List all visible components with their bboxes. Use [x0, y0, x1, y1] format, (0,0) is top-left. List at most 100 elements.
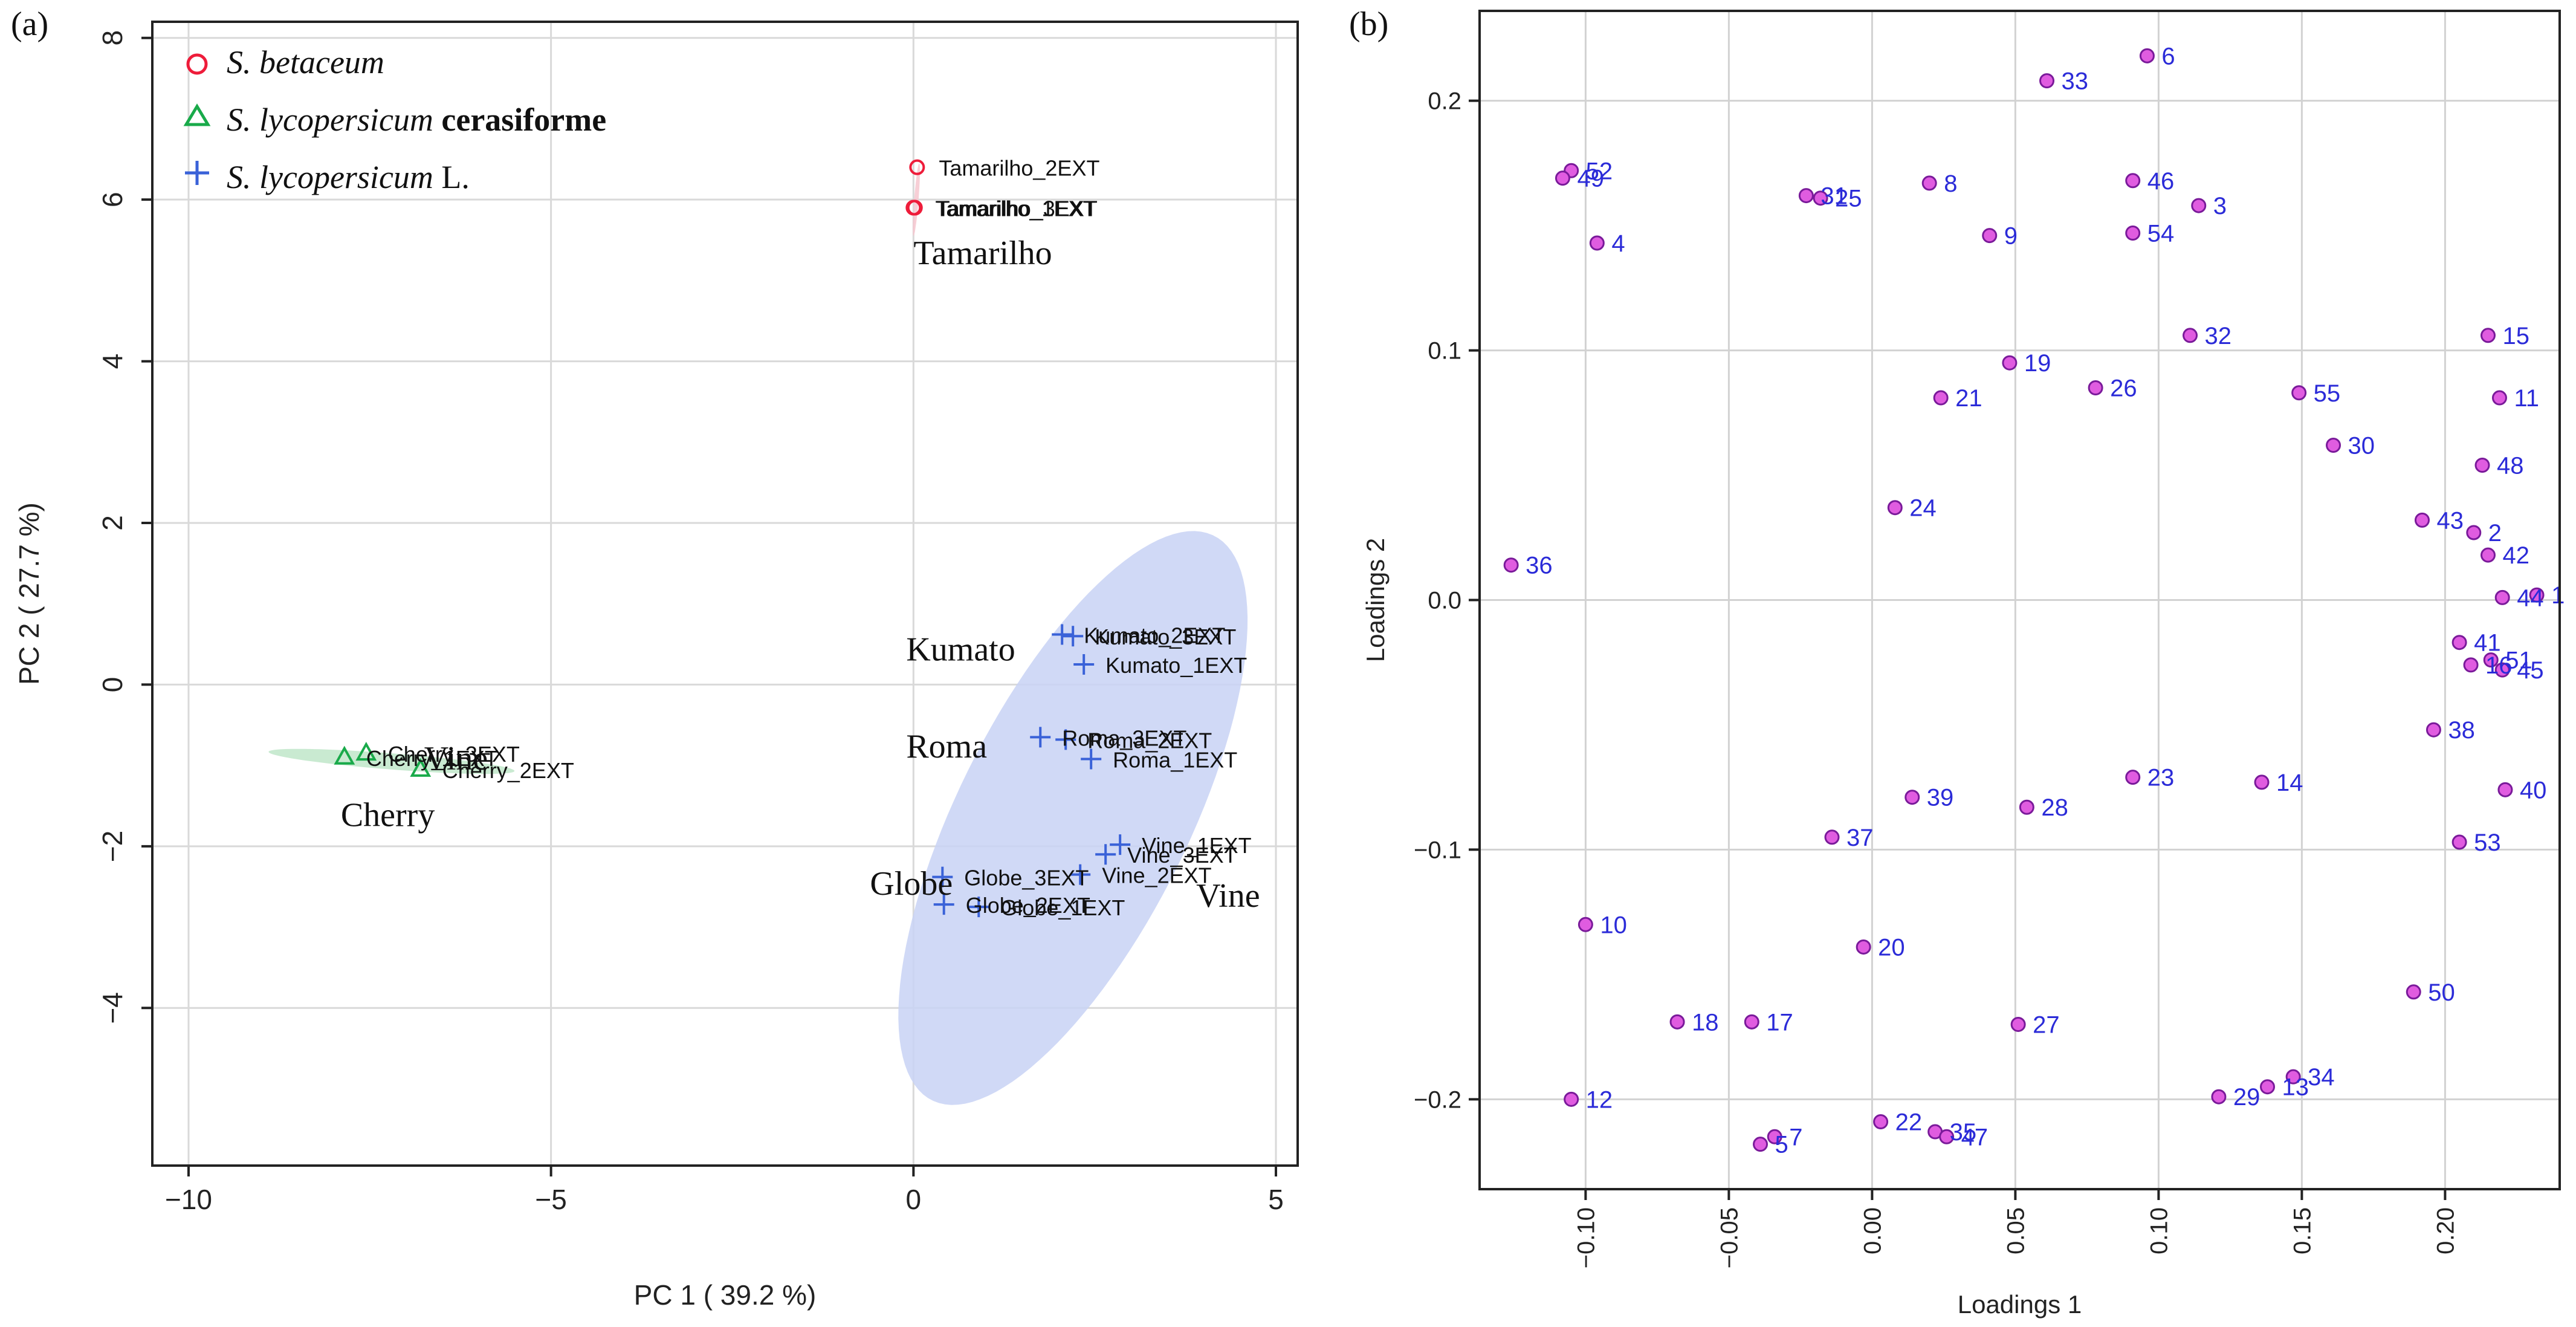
score-point-Globe_1EXT: [968, 897, 989, 918]
loading-point-8: [1921, 175, 1937, 191]
y-tick-label: −0.1: [1414, 837, 1461, 863]
panel-b-label: (b): [1349, 5, 1388, 43]
loading-label-31: 31: [1820, 183, 1848, 210]
legend-suffix-lycopersicum: L.: [433, 159, 470, 195]
panel-b-y-axis: −0.2 −0.1 0.0 0.1 0.2: [1414, 88, 1480, 1113]
loading-label-45: 45: [2517, 657, 2544, 684]
loading-label-39: 39: [1927, 785, 1954, 811]
sample-label-Kumato_2EXT: Kumato_2EXT: [1084, 623, 1225, 648]
y-tick-label: 2: [97, 515, 128, 531]
loading-label-30: 30: [2348, 432, 2375, 459]
loading-point-20: [1856, 939, 1871, 955]
loading-point-19: [2002, 355, 2018, 371]
loading-label-12: 12: [1586, 1086, 1613, 1113]
x-tick-label: 0.05: [2002, 1207, 2029, 1254]
confidence-ellipse-1: [268, 748, 515, 774]
loading-point-49: [1555, 170, 1570, 186]
loading-label-27: 27: [2033, 1011, 2060, 1038]
group-label-0: Tamarilho: [913, 235, 1052, 272]
loading-point-38: [2426, 722, 2441, 738]
loading-point-22: [1873, 1114, 1889, 1130]
loading-point-17: [1744, 1014, 1759, 1030]
loading-label-4: 4: [1611, 230, 1625, 257]
loading-point-28: [2019, 799, 2034, 815]
sample-label-Globe_2EXT: Globe_2EXT: [966, 893, 1090, 918]
x-tick-label: 0: [906, 1184, 922, 1215]
x-tick-label: −0.05: [1716, 1207, 1743, 1268]
y-tick-label: −4: [97, 992, 128, 1024]
loading-point-31: [1798, 188, 1814, 204]
x-tick-label: −10: [165, 1184, 212, 1215]
loading-point-7: [1767, 1129, 1782, 1144]
loading-point-15: [2480, 328, 2496, 343]
score-point-Kumato_1EXT: [1073, 654, 1095, 675]
x-tick-label: −5: [535, 1184, 566, 1215]
sample-label-Kumato_3EXT: Kumato_3EXT: [1095, 625, 1236, 649]
score-point-Cherry_2EXT: [410, 758, 432, 777]
panel-a-pca-scores: (a) Tamarilho_2EXTTamarilho_1EXTTamarilh…: [11, 5, 1299, 1311]
score-point-Roma_1EXT: [1081, 748, 1102, 770]
sample-label-Vine_3EXT: Vine_3EXT: [1127, 843, 1237, 868]
x-tick-label: 0.15: [2289, 1207, 2315, 1254]
loading-point-4: [1589, 235, 1605, 251]
loading-label-34: 34: [2308, 1064, 2335, 1091]
loading-label-53: 53: [2474, 829, 2501, 856]
legend-species-cerasiforme: S. lycopersicum: [227, 102, 433, 138]
panel-a-legend: S. betaceum S. lycopersicum cerasiforme …: [183, 44, 606, 195]
loading-label-32: 32: [2205, 323, 2232, 349]
x-tick-label: 5: [1268, 1184, 1284, 1215]
y-tick-label: 0.1: [1428, 338, 1461, 365]
loading-label-51: 51: [2505, 647, 2532, 674]
loading-label-33: 33: [2062, 68, 2089, 95]
y-tick-label: 0.2: [1428, 88, 1461, 115]
loading-point-23: [2125, 770, 2141, 785]
loading-point-5: [1753, 1137, 1769, 1152]
score-point-Roma_3EXT: [1030, 727, 1051, 748]
sample-label-Roma_2EXT: Roma_2EXT: [1087, 728, 1212, 753]
loading-point-50: [2406, 984, 2421, 1000]
loading-point-30: [2326, 437, 2341, 453]
y-tick-label: −0.2: [1414, 1086, 1461, 1113]
loading-point-34: [2285, 1069, 2301, 1085]
loading-label-3: 3: [2213, 193, 2227, 219]
sample-label-Vine_1EXT: Vine_1EXT: [1142, 833, 1251, 858]
loading-label-25: 25: [1835, 186, 1862, 212]
y-tick-label: 0.0: [1428, 588, 1461, 614]
loading-label-26: 26: [2110, 375, 2137, 402]
loading-point-1: [2529, 587, 2545, 603]
loading-label-7: 7: [1789, 1124, 1802, 1150]
score-point-Kumato_2EXT: [1052, 624, 1073, 645]
loading-point-32: [2183, 328, 2198, 343]
loading-label-55: 55: [2314, 380, 2341, 407]
panel-a-x-axis-title: PC 1 ( 39.2 %): [634, 1279, 817, 1311]
y-tick-label: 6: [97, 192, 128, 207]
loading-label-44: 44: [2517, 585, 2544, 611]
loading-label-50: 50: [2428, 979, 2455, 1006]
loading-point-16: [2463, 657, 2479, 673]
loading-point-26: [2088, 380, 2103, 396]
loading-point-9: [1982, 228, 1998, 244]
group-label-2: Roma: [906, 728, 987, 765]
score-point-Globe_3EXT: [932, 866, 953, 887]
legend-plus-marker: [185, 161, 209, 185]
loading-point-41: [2451, 635, 2467, 651]
loading-point-11: [2491, 390, 2507, 406]
loading-label-35: 35: [1950, 1119, 1977, 1146]
sample-label-Roma_3EXT: Roma_3EXT: [1062, 725, 1186, 750]
group-label-4: Globe: [870, 865, 953, 903]
x-tick-label: 0.20: [2432, 1207, 2459, 1254]
sample-label-Globe_3EXT: Globe_3EXT: [964, 866, 1089, 891]
loading-point-55: [2291, 385, 2307, 401]
loading-label-47: 47: [1961, 1124, 1989, 1150]
legend-triangle-marker: [183, 103, 211, 126]
loading-label-19: 19: [2024, 350, 2051, 377]
score-point-Tamarilho_2EXT: [909, 159, 925, 175]
loading-label-11: 11: [2514, 385, 2539, 412]
loading-label-54: 54: [2147, 221, 2175, 247]
x-tick-label: 0.10: [2146, 1207, 2172, 1254]
group-label-5: Vine: [1196, 877, 1260, 915]
loading-point-29: [2211, 1089, 2227, 1105]
panel-a-group-labels: Tamarilho Kumato Roma Cherry Globe Vine Vine: [341, 235, 1260, 915]
